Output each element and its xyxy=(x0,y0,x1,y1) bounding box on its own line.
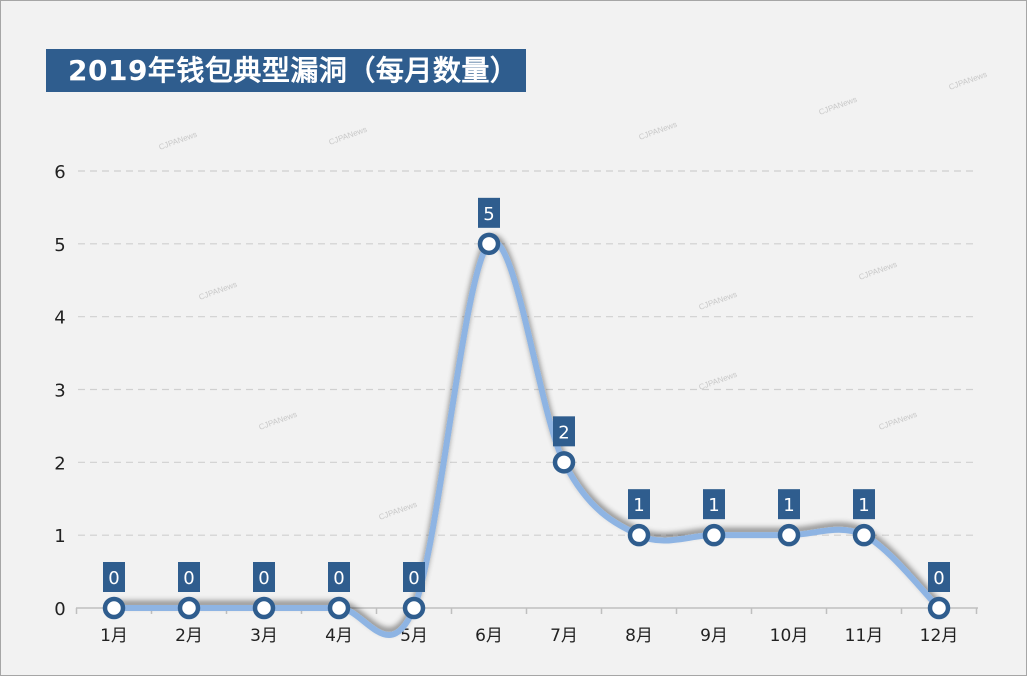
data-label: 0 xyxy=(933,568,944,589)
x-tick-label: 5月 xyxy=(400,626,428,646)
y-tick-label: 0 xyxy=(54,599,65,620)
data-label-box xyxy=(703,489,725,520)
x-tick-label: 6月 xyxy=(475,626,503,646)
x-tick-label: 2月 xyxy=(175,626,203,646)
x-tick-label: 8月 xyxy=(625,626,653,646)
watermark-text: CJPANews xyxy=(158,130,199,152)
data-point xyxy=(402,596,426,620)
x-tick-label: 10月 xyxy=(770,626,809,646)
data-point xyxy=(102,596,126,620)
data-point xyxy=(177,596,201,620)
y-tick-label: 6 xyxy=(54,162,65,183)
x-tick-label: 3月 xyxy=(250,626,278,646)
x-tick-label: 1月 xyxy=(100,626,128,646)
watermark-text: CJPANews xyxy=(258,410,299,432)
data-label: 5 xyxy=(483,204,494,225)
watermark-text: CJPANews xyxy=(378,500,419,522)
data-point xyxy=(927,596,951,620)
data-label: 1 xyxy=(633,495,644,516)
y-tick-label: 5 xyxy=(54,235,65,256)
watermark-text: CJPANews xyxy=(698,370,739,392)
data-label: 0 xyxy=(108,568,119,589)
x-tick-label: 4月 xyxy=(325,626,353,646)
data-label-box xyxy=(103,562,125,592)
data-label-box xyxy=(628,489,650,520)
chart-title: 2019年钱包典型漏洞（每月数量） xyxy=(46,49,526,92)
watermark-text: CJPANews xyxy=(818,95,859,117)
watermark-text: CJPANews xyxy=(878,410,919,432)
data-label: 1 xyxy=(858,495,869,516)
y-tick-label: 1 xyxy=(54,526,65,547)
data-label: 0 xyxy=(258,568,269,589)
data-label: 0 xyxy=(408,568,419,589)
data-label-box xyxy=(178,562,200,592)
watermark-text: CJPANews xyxy=(948,70,989,92)
data-label: 1 xyxy=(783,495,794,516)
data-label-box xyxy=(853,489,875,520)
data-label: 2 xyxy=(558,422,569,443)
data-label: 0 xyxy=(333,568,344,589)
data-label: 1 xyxy=(708,495,719,516)
data-point xyxy=(627,523,651,547)
watermark-text: CJPANews xyxy=(198,280,239,302)
data-point xyxy=(552,451,576,474)
x-tick-label: 7月 xyxy=(550,626,578,646)
data-point xyxy=(252,596,276,620)
data-label-box xyxy=(403,562,425,592)
watermark-text: CJPANews xyxy=(858,260,899,282)
y-tick-label: 3 xyxy=(54,381,65,402)
data-point xyxy=(327,596,351,620)
x-tick-label: 9月 xyxy=(700,626,728,646)
data-label-box xyxy=(478,197,500,228)
data-label-box xyxy=(928,562,950,592)
x-tick-label: 11月 xyxy=(845,626,884,646)
watermark-text: CJPANews xyxy=(328,125,369,147)
data-label-box xyxy=(253,562,275,592)
y-tick-label: 4 xyxy=(54,308,65,329)
data-point xyxy=(702,523,726,547)
data-label-box xyxy=(553,416,575,447)
data-point xyxy=(777,523,801,547)
y-tick-label: 2 xyxy=(54,453,65,474)
watermark-text: CJPANews xyxy=(638,120,679,142)
data-point xyxy=(477,232,501,256)
data-point xyxy=(852,523,876,547)
watermark-text: CJPANews xyxy=(698,290,739,312)
data-label-box xyxy=(778,489,800,520)
series-line xyxy=(111,238,942,638)
x-tick-label: 12月 xyxy=(920,626,959,646)
data-label-box xyxy=(328,562,350,592)
data-label: 0 xyxy=(183,568,194,589)
